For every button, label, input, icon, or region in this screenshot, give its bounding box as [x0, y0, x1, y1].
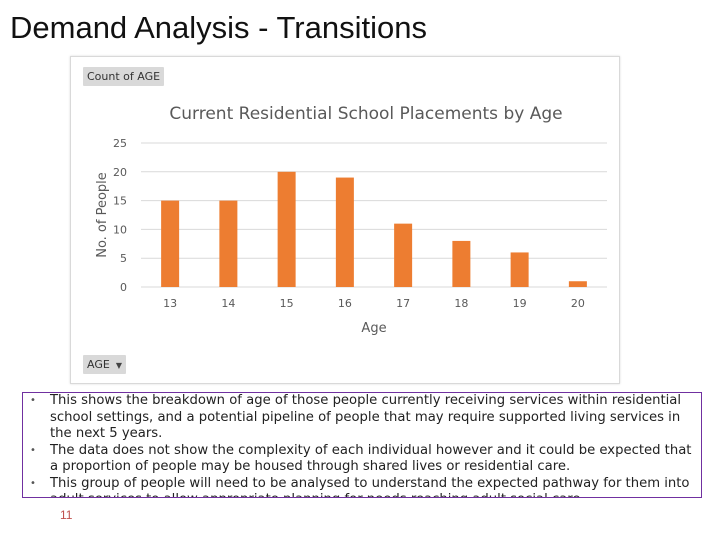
bullet-icon: •	[30, 444, 36, 456]
axis-field-button[interactable]: AGE ▼	[83, 355, 126, 374]
chart-title: Current Residential School Placements by…	[169, 104, 562, 124]
bar-16	[335, 177, 354, 287]
bar-13	[161, 200, 180, 287]
bullet-text-1: This shows the breakdown of age of those…	[50, 393, 682, 441]
axis-field-label: AGE	[87, 358, 110, 371]
bullet-item-1: • This shows the breakdown of age of tho…	[23, 393, 701, 443]
notes-text-box: • This shows the breakdown of age of tho…	[22, 392, 702, 498]
notes-bullet-list: • This shows the breakdown of age of tho…	[23, 393, 701, 498]
x-tick-label: 16	[338, 297, 352, 310]
bullet-icon: •	[30, 395, 36, 406]
slide-title: Demand Analysis - Transitions	[10, 10, 427, 45]
bullet-icon: •	[30, 477, 36, 489]
pivot-chart-panel[interactable]: Current Residential School Placements by…	[70, 56, 620, 384]
x-tick-label: 20	[571, 297, 585, 310]
x-tick-label: 18	[454, 297, 468, 310]
bar-18	[452, 240, 471, 287]
value-field-button[interactable]: Count of AGE	[83, 67, 165, 86]
x-tick-label: 15	[280, 297, 294, 310]
y-tick-label: 25	[113, 137, 127, 150]
bullet-text-3: This group of people will need to be ana…	[50, 475, 690, 498]
y-tick-label: 15	[113, 195, 127, 208]
x-tick-label: 14	[221, 297, 235, 310]
dropdown-triangle-icon[interactable]: ▼	[115, 361, 122, 370]
x-tick-label: 17	[396, 297, 410, 310]
y-tick-label: 5	[120, 252, 127, 265]
bullet-item-3: • This group of people will need to be a…	[23, 475, 701, 498]
y-axis-label: No. of People	[95, 172, 110, 258]
bar-17	[394, 223, 413, 287]
value-field-label: Count of AGE	[87, 70, 161, 83]
bar-chart: Current Residential School Placements by…	[95, 104, 607, 336]
x-axis-label: Age	[361, 321, 386, 336]
x-tick-label: 19	[513, 297, 527, 310]
x-tick-label: 13	[163, 297, 177, 310]
bullet-text-2: The data does not show the complexity of…	[50, 442, 692, 475]
bullet-item-2: • The data does not show the complexity …	[23, 443, 701, 476]
y-tick-label: 20	[113, 166, 127, 179]
bar-14	[219, 200, 238, 287]
bar-19	[510, 252, 529, 287]
y-tick-label: 10	[113, 223, 127, 236]
bar-20	[568, 281, 587, 287]
page-number: 11	[60, 508, 73, 522]
y-tick-label: 0	[120, 281, 127, 294]
bar-15	[277, 171, 296, 287]
